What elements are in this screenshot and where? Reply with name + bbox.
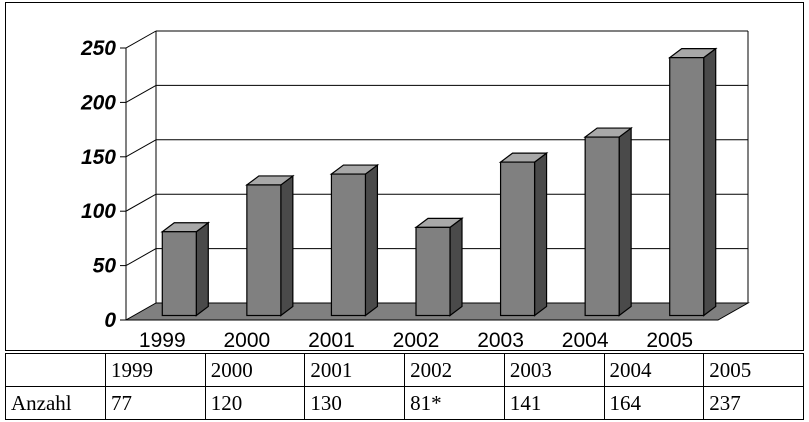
gridline-depth bbox=[125, 193, 157, 212]
table-cell: 81* bbox=[404, 386, 505, 420]
x-tick-label: 2002 bbox=[393, 329, 440, 352]
gridline-depth bbox=[125, 248, 157, 267]
gridline-depth bbox=[125, 30, 157, 49]
table-cell: 237 bbox=[703, 386, 804, 420]
bar bbox=[584, 136, 620, 317]
y-tick-label: 0 bbox=[104, 309, 116, 332]
x-tick-label: 2003 bbox=[477, 329, 524, 352]
bar-chart: 0 50 100 150 200 250 1999 2000 2001 2002 2003 2004 2… bbox=[80, 30, 750, 352]
bar-side bbox=[618, 126, 632, 317]
table-row: Anzahl 77 120 130 81* 141 164 237 bbox=[5, 386, 804, 420]
table-header-cell: 2002 bbox=[404, 353, 505, 387]
gridline-depth bbox=[125, 84, 157, 103]
table-corner-cell bbox=[5, 353, 106, 387]
y-tick-label: 150 bbox=[81, 146, 116, 169]
bar bbox=[499, 161, 536, 317]
x-tick-label: 1999 bbox=[139, 329, 186, 352]
chart-area: 0 50 100 150 200 250 1999 2000 2001 2002 2003 2004 2… bbox=[5, 2, 804, 352]
y-tick-label: 200 bbox=[80, 91, 116, 114]
bar bbox=[330, 173, 367, 317]
table-cell: 77 bbox=[105, 386, 206, 420]
table-header-cell: 2005 bbox=[703, 353, 804, 387]
table-cell: 120 bbox=[204, 386, 306, 420]
y-tick-label: 100 bbox=[81, 200, 116, 223]
table-header-row: 1999 2000 2001 2002 2003 2004 2005 bbox=[5, 353, 804, 387]
table-cell: 130 bbox=[304, 386, 406, 420]
table-header-cell: 2003 bbox=[503, 353, 605, 387]
bar-side bbox=[364, 163, 379, 317]
bar bbox=[246, 184, 282, 317]
y-tick-label: 250 bbox=[80, 37, 116, 60]
table-header-cell: 1999 bbox=[105, 353, 206, 387]
table-header-cell: 2001 bbox=[304, 353, 406, 387]
table-header-cell: 2004 bbox=[603, 353, 705, 387]
bar bbox=[669, 57, 705, 317]
y-tick-label: 50 bbox=[93, 255, 117, 278]
table-header-cell: 2000 bbox=[204, 353, 306, 387]
bar bbox=[415, 226, 451, 317]
table-cell: 164 bbox=[603, 386, 705, 420]
bar-side bbox=[703, 47, 717, 317]
bar-side bbox=[449, 217, 463, 317]
table-cell: 141 bbox=[503, 386, 605, 420]
bar-side bbox=[280, 174, 294, 317]
gridline-depth bbox=[125, 139, 157, 158]
table-row-label: Anzahl bbox=[5, 386, 106, 420]
x-tick-label: 2005 bbox=[646, 329, 693, 352]
x-tick-label: 2000 bbox=[223, 329, 270, 352]
x-tick-label: 2004 bbox=[562, 329, 609, 352]
bar bbox=[161, 231, 197, 317]
bar-side bbox=[533, 151, 548, 317]
bar-side bbox=[195, 221, 209, 317]
data-table: 1999 2000 2001 2002 2003 2004 2005 Anzah… bbox=[5, 353, 804, 420]
x-tick-label: 2001 bbox=[308, 329, 355, 352]
